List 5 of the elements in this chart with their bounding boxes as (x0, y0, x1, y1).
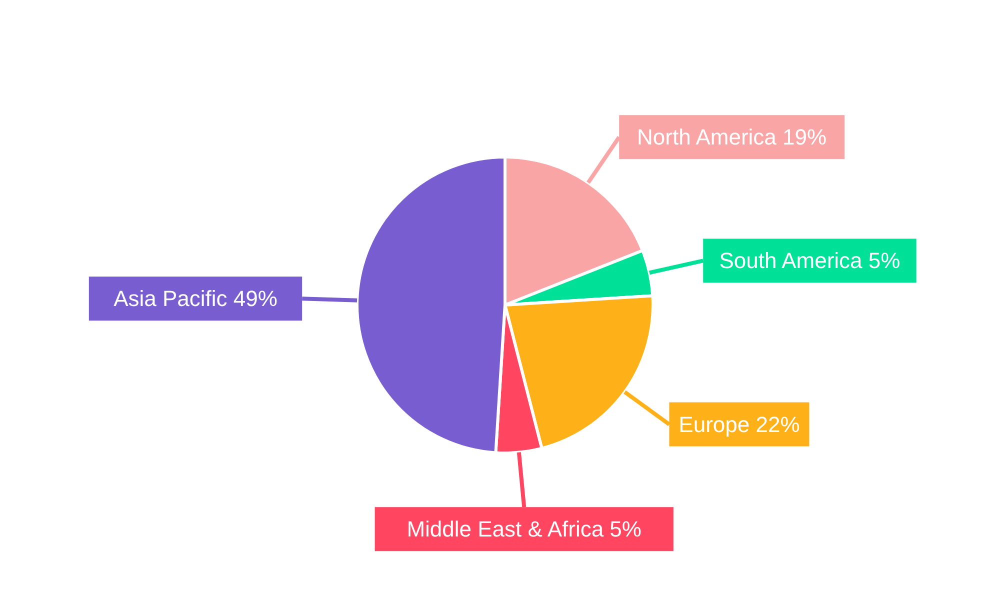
slice-label: South America 5% (719, 248, 900, 274)
slice-label: Europe 22% (678, 412, 800, 437)
slice-label: Asia Pacific 49% (114, 286, 278, 312)
slice-label: North America 19% (637, 124, 827, 150)
slice-label: Middle East & Africa 5% (406, 516, 642, 542)
